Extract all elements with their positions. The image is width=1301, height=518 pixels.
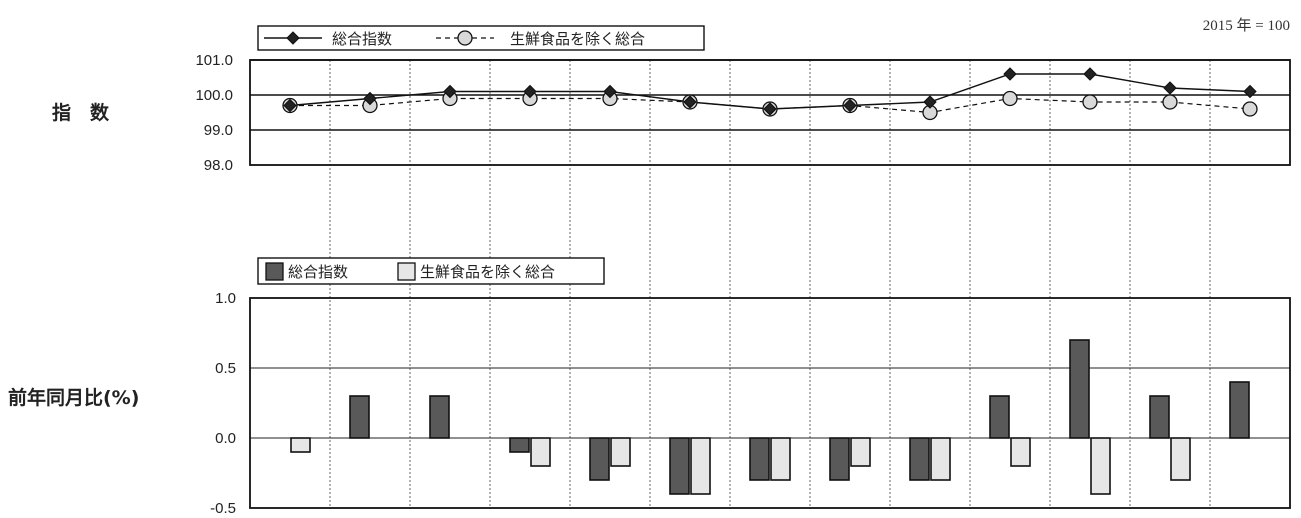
overall-index-point [683, 95, 697, 109]
overall-index-point [1003, 67, 1017, 81]
yoy-legend-box [257, 257, 605, 285]
chart-marks [282, 67, 1258, 495]
yoy-axis-label: 前年同月比(%) [8, 386, 139, 409]
legend-overall-marker [286, 31, 300, 45]
overall-index-bar [1149, 395, 1170, 439]
index-tick-label: 101.0 [195, 52, 233, 69]
overall-index-bar [349, 395, 370, 439]
excl-fresh-food-bar [530, 437, 551, 467]
base-year-note: 2015 年 = 100 [1203, 17, 1290, 34]
legend-excl-swatch [397, 262, 416, 281]
excl-fresh-food-bar [610, 437, 631, 467]
overall-index-point [1083, 67, 1097, 81]
excl-fresh-food-bar [1090, 437, 1111, 495]
gridlines [249, 59, 1291, 509]
index-tick-label: 100.0 [195, 87, 233, 104]
overall-index-bar [989, 395, 1010, 439]
overall-index-point [443, 84, 457, 99]
overall-index-point [843, 98, 857, 113]
yoy-tick-label: 0.0 [215, 430, 236, 447]
excl-fresh-food-point [1082, 94, 1098, 110]
excl-fresh-food-bar [1010, 437, 1031, 467]
yoy-tick-label: 0.5 [215, 360, 236, 377]
overall-index-point [363, 91, 377, 106]
excl-fresh-food-bar [850, 437, 871, 467]
overall-index-bar [509, 437, 530, 453]
overall-index-bar [429, 395, 450, 439]
excl-fresh-food-point [1242, 101, 1258, 117]
overall-index-bar [1229, 381, 1250, 439]
overall-index-point [923, 95, 937, 109]
overall-index-point [603, 84, 617, 99]
overall-index-point [283, 98, 297, 113]
yoy-plot-frame [249, 297, 1291, 509]
legend-excl-bar-label: 生鮮食品を除く総合 [420, 263, 555, 281]
legend-excl-marker [457, 30, 473, 46]
excl-fresh-food-bar [290, 437, 311, 453]
index-axis-label: 指 数 [52, 101, 110, 124]
overall-index-bar [909, 437, 930, 481]
yoy-tick-label: 1.0 [215, 290, 236, 307]
excl-fresh-food-bar [1170, 437, 1191, 481]
legend-excl-label: 生鮮食品を除く総合 [510, 30, 645, 48]
legend-overall-label: 総合指数 [332, 30, 392, 48]
overall-index-bar [589, 437, 610, 481]
overall-index-bar [669, 437, 690, 495]
yoy-tick-label: -0.5 [210, 500, 236, 517]
excl-fresh-food-point [1002, 90, 1018, 107]
excl-fresh-food-bar [770, 437, 791, 481]
overall-index-bar [829, 437, 850, 481]
tick-labels: 101.0 100.0 99.0 98.0 1.0 0.5 0.0 -0.5 [195, 52, 236, 517]
index-plot-frame [249, 59, 1291, 166]
excl-fresh-food-point [1162, 94, 1178, 110]
overall-index-point [763, 102, 777, 116]
overall-index-bar [749, 437, 770, 481]
legend-overall-swatch [265, 262, 284, 281]
overall-index-point [1163, 81, 1177, 95]
overall-index-point [523, 84, 537, 99]
overall-index-bar [1069, 339, 1090, 439]
index-tick-label: 98.0 [204, 157, 233, 174]
overall-index-point [1243, 84, 1257, 99]
legend-overall-bar-label: 総合指数 [288, 263, 348, 281]
index-tick-label: 99.0 [204, 122, 233, 139]
excl-fresh-food-bar [690, 437, 711, 495]
excl-fresh-food-bar [930, 437, 951, 481]
